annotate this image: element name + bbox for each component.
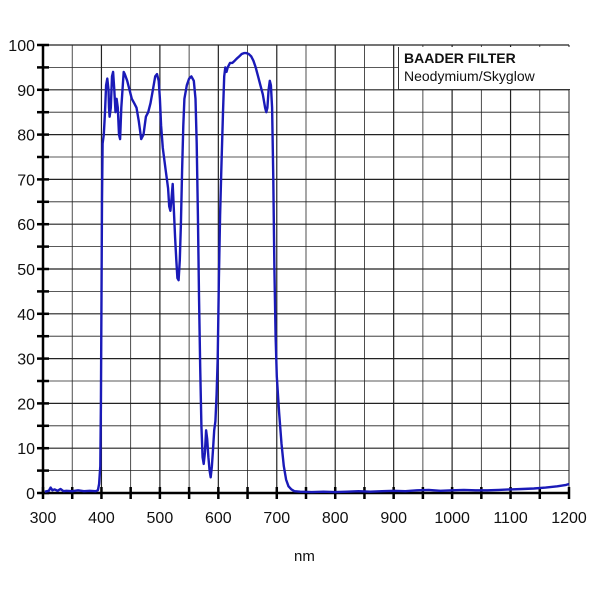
transmission-curve — [44, 51, 570, 494]
svg-text:100: 100 — [8, 38, 35, 55]
legend-box: BAADER FILTER Neodymium/Skyglow — [398, 47, 570, 90]
grid-lines — [43, 44, 570, 493]
x-axis-label: nm — [294, 548, 315, 565]
svg-text:300: 300 — [30, 510, 57, 527]
svg-text:1200: 1200 — [551, 510, 587, 527]
legend-subtitle: Neodymium/Skyglow — [404, 68, 535, 84]
svg-text:10: 10 — [17, 441, 35, 458]
y-axis-tick-labels: 0 10 20 30 40 50 60 70 80 90 100 — [8, 38, 35, 503]
axes — [37, 43, 571, 499]
svg-text:40: 40 — [17, 307, 35, 324]
svg-text:500: 500 — [147, 510, 174, 527]
svg-text:1100: 1100 — [493, 510, 528, 527]
svg-text:80: 80 — [17, 128, 35, 145]
legend-title: BAADER FILTER — [404, 50, 516, 66]
svg-text:0: 0 — [26, 486, 35, 503]
svg-text:800: 800 — [322, 510, 349, 527]
svg-text:20: 20 — [17, 396, 35, 413]
x-axis-tick-labels: 300 400 500 600 700 800 900 1000 1100 1200 — [30, 510, 587, 527]
svg-text:50: 50 — [17, 262, 35, 279]
svg-text:60: 60 — [17, 217, 35, 234]
svg-text:70: 70 — [17, 172, 35, 189]
svg-text:1000: 1000 — [434, 510, 470, 527]
svg-text:400: 400 — [88, 510, 115, 527]
svg-text:700: 700 — [263, 510, 290, 527]
svg-text:600: 600 — [205, 510, 232, 527]
svg-text:900: 900 — [380, 510, 407, 527]
svg-text:30: 30 — [17, 352, 35, 369]
svg-text:90: 90 — [17, 83, 35, 100]
